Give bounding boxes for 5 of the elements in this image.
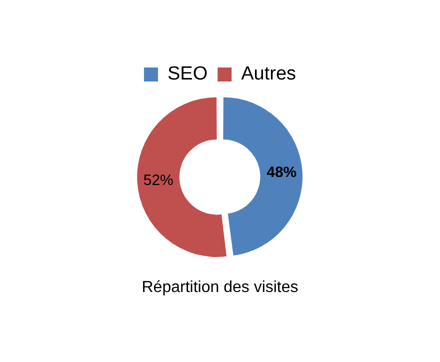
legend-label: Autres — [241, 64, 296, 85]
data-label: 52% — [143, 172, 174, 189]
text: Répartition des visites — [142, 278, 298, 296]
legend-label: SEO — [167, 64, 208, 85]
data-label: 48% — [266, 164, 297, 182]
